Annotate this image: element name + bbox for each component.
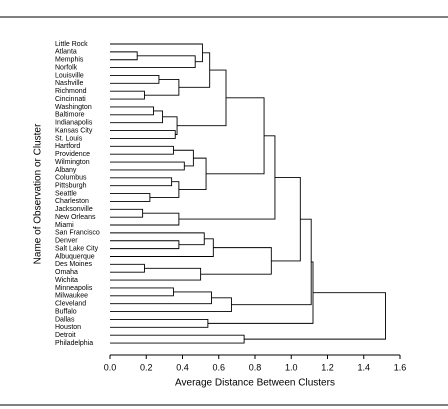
- x-tick-label: 0.0: [104, 362, 117, 372]
- leaf-label: Jacksonville: [55, 206, 93, 213]
- merge-link: [110, 145, 174, 155]
- merge-link: [149, 181, 180, 198]
- merge-link: [110, 334, 245, 344]
- leaf-label: Wilmington: [55, 159, 90, 166]
- leaf-label: Cincinnati: [55, 96, 86, 103]
- leaf-label: Wichita: [55, 277, 78, 284]
- merge-link: [110, 55, 196, 69]
- leaf-label: Denver: [55, 238, 78, 245]
- merge-link: [110, 106, 154, 116]
- y-axis-label: Name of Observation or Cluster: [33, 123, 44, 264]
- leaf-label: San Francisco: [55, 230, 100, 237]
- merge-link: [110, 212, 180, 226]
- leaf-label: Washington: [55, 104, 92, 111]
- merge-link: [110, 240, 180, 250]
- leaf-label: Albany: [55, 167, 77, 174]
- merge-link: [110, 75, 160, 84]
- x-tick-label: 1.2: [321, 362, 334, 372]
- merge-link: [178, 52, 211, 88]
- leaf-label: Philadelphia: [55, 340, 93, 347]
- merge-link: [110, 208, 144, 218]
- merge-link: [110, 267, 202, 281]
- x-tick-label: 1.0: [285, 362, 298, 372]
- leaf-label: Nashville: [55, 80, 84, 87]
- leaf-label: Kansas City: [55, 127, 93, 134]
- merge-link: [110, 193, 151, 202]
- leaf-label: Atlanta: [55, 49, 77, 56]
- merge-link: [207, 261, 314, 324]
- x-tick-label: 1.4: [357, 362, 370, 372]
- x-tick-label: 0.2: [140, 362, 153, 372]
- x-tick-label: 0.4: [176, 362, 189, 372]
- merge-link: [110, 297, 232, 313]
- merge-link: [206, 97, 265, 175]
- x-tick-label: 0.8: [249, 362, 262, 372]
- merge-link: [110, 51, 138, 61]
- merge-link: [110, 177, 173, 187]
- merge-link: [178, 157, 207, 191]
- merge-link: [177, 69, 227, 127]
- merge-link: [110, 161, 185, 171]
- leaf-label: St. Louis: [55, 135, 83, 142]
- merge-link: [244, 292, 386, 340]
- leaf-label: Minneapolis: [55, 285, 93, 292]
- leaf-label: Albuquerque: [55, 253, 95, 260]
- leaf-label: Indianapolis: [55, 120, 93, 127]
- merge-link: [173, 149, 194, 167]
- leaf-label: Norfolk: [55, 64, 78, 71]
- leaf-label: Des Moines: [55, 261, 92, 268]
- merge-link: [178, 135, 276, 220]
- leaf-label: Columbus: [55, 175, 87, 182]
- leaf-label: Dallas: [55, 316, 75, 323]
- leaf-label: Seattle: [55, 190, 77, 197]
- merge-link: [271, 177, 301, 262]
- merge-link: [144, 78, 180, 96]
- merge-link: [110, 238, 214, 257]
- leaf-label: Miami: [55, 222, 74, 229]
- merge-link: [110, 110, 164, 124]
- merge-link: [110, 291, 212, 305]
- merge-link: [110, 263, 145, 273]
- merge-link: [110, 43, 203, 63]
- leaf-label: Buffalo: [55, 308, 77, 315]
- merge-link: [200, 247, 272, 275]
- leaf-label: Milwaukee: [55, 293, 88, 300]
- leaf-label: Pittsburgh: [55, 183, 87, 190]
- merge-link: [110, 90, 145, 100]
- merge-link: [110, 232, 205, 246]
- merge-link: [110, 130, 176, 139]
- x-tick-label: 0.6: [212, 362, 225, 372]
- leaf-label: Baltimore: [55, 112, 85, 119]
- leaf-label: Omaha: [55, 269, 78, 276]
- leaf-label: Little Rock: [55, 41, 88, 48]
- leaf-label: Salt Lake City: [55, 245, 99, 252]
- leaf-label: Houston: [55, 324, 81, 331]
- leaf-label: Hartford: [55, 143, 80, 150]
- leaf-label: Charleston: [55, 198, 89, 205]
- leaf-label: Memphis: [55, 57, 84, 64]
- leaf-label: New Orleans: [55, 214, 96, 221]
- x-axis-label: Average Distance Between Clusters: [175, 378, 335, 389]
- leaf-label: Cleveland: [55, 301, 86, 308]
- merge-link: [110, 287, 174, 297]
- leaf-label: Providence: [55, 151, 90, 158]
- x-tick-label: 1.6: [394, 362, 407, 372]
- merge-link: [110, 319, 209, 328]
- leaf-label: Richmond: [55, 88, 87, 95]
- leaf-label: Louisville: [55, 72, 84, 79]
- leaf-label: Detroit: [55, 332, 76, 339]
